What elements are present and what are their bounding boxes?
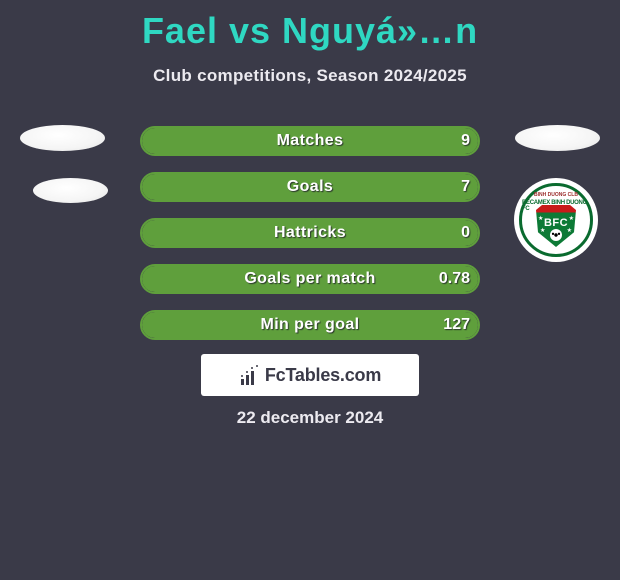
stat-row-hattricks: Hattricks 0 <box>0 212 620 258</box>
stat-row-min-per-goal: Min per goal 127 <box>0 304 620 350</box>
fctables-label: FcTables.com <box>265 365 381 386</box>
stat-row-goals: Goals 7 <box>0 166 620 212</box>
fctables-link[interactable]: FcTables.com <box>201 354 419 396</box>
date-stamp: 22 december 2024 <box>0 408 620 428</box>
subtitle: Club competitions, Season 2024/2025 <box>0 52 620 86</box>
stat-value-right: 7 <box>461 172 470 202</box>
stats-list: Matches 9 Goals 7 Hattricks 0 Goals per … <box>0 120 620 350</box>
stat-row-matches: Matches 9 <box>0 120 620 166</box>
stat-value-right: 0 <box>461 218 470 248</box>
comparison-card: Fael vs Nguyá»…n Club competitions, Seas… <box>0 0 620 580</box>
stat-value-right: 127 <box>443 310 470 340</box>
stat-row-goals-per-match: Goals per match 0.78 <box>0 258 620 304</box>
stat-value-right: 9 <box>461 126 470 156</box>
chart-icon <box>239 365 259 385</box>
page-title: Fael vs Nguyá»…n <box>0 0 620 52</box>
stat-value-right: 0.78 <box>439 264 470 294</box>
